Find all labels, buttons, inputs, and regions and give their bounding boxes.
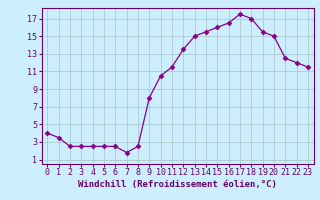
X-axis label: Windchill (Refroidissement éolien,°C): Windchill (Refroidissement éolien,°C) — [78, 180, 277, 189]
